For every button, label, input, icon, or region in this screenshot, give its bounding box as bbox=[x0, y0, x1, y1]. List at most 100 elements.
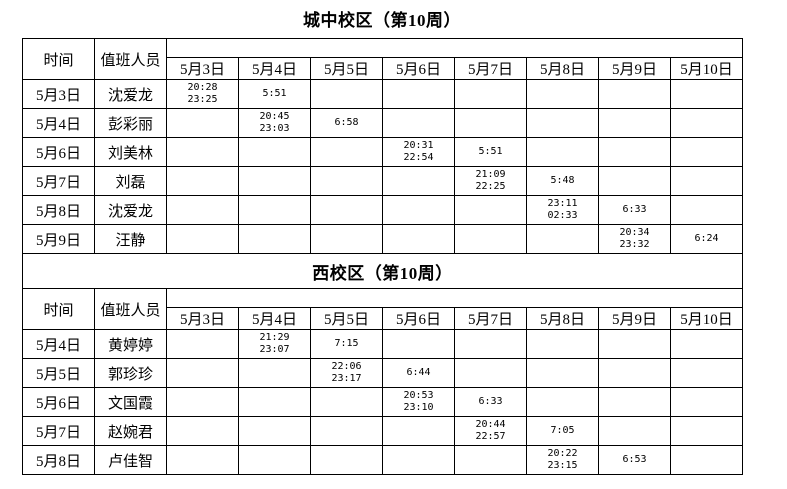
time-cell bbox=[670, 79, 743, 109]
time-cell bbox=[310, 195, 383, 225]
time-cell bbox=[670, 416, 743, 446]
duty-person-cell: 黄婷婷 bbox=[94, 329, 167, 359]
duty-date-cell: 5月7日 bbox=[22, 166, 95, 196]
time-header-cell: 时间 bbox=[22, 288, 95, 330]
time-cell: 20:28 23:25 bbox=[166, 79, 239, 109]
time-cell bbox=[670, 445, 743, 475]
duty-person-cell: 卢佳智 bbox=[94, 445, 167, 475]
time-cell bbox=[670, 108, 743, 138]
duty-date-cell: 5月7日 bbox=[22, 416, 95, 446]
time-cell bbox=[454, 358, 527, 388]
time-cell bbox=[238, 387, 311, 417]
time-cell bbox=[238, 224, 311, 254]
duty-person-cell: 沈爱龙 bbox=[94, 79, 167, 109]
campus-title-chengzhong: 城中校区（第10周） bbox=[303, 11, 461, 30]
time-entry: 20:45 bbox=[259, 111, 290, 122]
duty-date-cell: 5月4日 bbox=[22, 329, 95, 359]
time-cell bbox=[598, 387, 671, 417]
time-cell bbox=[670, 166, 743, 196]
time-cell bbox=[526, 79, 599, 109]
time-entry: 5:48 bbox=[550, 175, 575, 186]
duty-person-cell: 汪静 bbox=[94, 224, 167, 254]
section-title-row: 西校区（第10周） bbox=[22, 253, 743, 289]
time-cell bbox=[598, 79, 671, 109]
duty-row: 5月8日 卢佳智 20:22 23:15 6:53 bbox=[22, 445, 743, 475]
time-cell bbox=[238, 445, 311, 475]
duty-row: 5月3日 沈爱龙 20:28 23:25 5:51 bbox=[22, 79, 743, 109]
time-entry: 6:24 bbox=[694, 233, 719, 244]
time-entry: 23:10 bbox=[403, 402, 434, 413]
time-cell: 20:45 23:03 bbox=[238, 108, 311, 138]
time-entry: 6:33 bbox=[478, 396, 503, 407]
duty-row: 5月4日 黄婷婷 21:29 23:07 7:15 bbox=[22, 329, 743, 359]
time-entry: 21:29 bbox=[259, 332, 290, 343]
time-cell bbox=[526, 387, 599, 417]
time-entry: 7:05 bbox=[550, 425, 575, 436]
duty-person-cell: 文国霞 bbox=[94, 387, 167, 417]
time-cell: 23:11 02:33 bbox=[526, 195, 599, 225]
date-header-cell: 5月3日 bbox=[166, 57, 239, 80]
time-cell bbox=[238, 137, 311, 167]
header-empty-strip bbox=[166, 288, 743, 308]
duty-table: 时间 值班人员 5月3日 5月4日 5月5日 5月6日 5月7日 5月8日 5月9日 5月10日 5… bbox=[22, 38, 743, 475]
duty-row: 5月5日 郭珍珍 22:06 23:17 6:44 bbox=[22, 358, 743, 388]
time-entry: 22:54 bbox=[403, 152, 434, 163]
time-cell: 7:15 bbox=[310, 329, 383, 359]
time-cell: 22:06 23:17 bbox=[310, 358, 383, 388]
time-cell bbox=[166, 166, 239, 196]
time-cell bbox=[310, 224, 383, 254]
time-cell: 20:31 22:54 bbox=[382, 137, 455, 167]
time-cell: 6:33 bbox=[598, 195, 671, 225]
duty-row: 5月9日 汪静 20:34 23:32 6:24 bbox=[22, 224, 743, 254]
time-cell bbox=[382, 445, 455, 475]
time-entry: 23:11 bbox=[547, 198, 578, 209]
time-entry: 20:53 bbox=[403, 390, 434, 401]
time-cell: 5:51 bbox=[454, 137, 527, 167]
time-entry: 22:57 bbox=[475, 431, 506, 442]
time-cell bbox=[526, 137, 599, 167]
time-cell bbox=[166, 358, 239, 388]
time-entry: 02:33 bbox=[547, 210, 578, 221]
date-header-row: 5月3日 5月4日 5月5日 5月6日 5月7日 5月8日 5月9日 5月10日 bbox=[23, 57, 743, 80]
duty-date-cell: 5月5日 bbox=[22, 358, 95, 388]
time-cell bbox=[238, 416, 311, 446]
time-cell: 5:48 bbox=[526, 166, 599, 196]
duty-sheet: 城中校区（第10周） 时间 值班人员 5月3日 5月4日 5月5日 5月6日 5月7日 5月8… bbox=[22, 0, 743, 475]
staff-header-cell: 值班人员 bbox=[94, 288, 167, 330]
duty-date-cell: 5月8日 bbox=[22, 445, 95, 475]
time-cell bbox=[310, 416, 383, 446]
header-strip-row: 时间 值班人员 bbox=[22, 38, 743, 80]
duty-date-cell: 5月4日 bbox=[22, 108, 95, 138]
time-cell: 6:44 bbox=[382, 358, 455, 388]
time-cell bbox=[454, 329, 527, 359]
time-cell bbox=[310, 166, 383, 196]
date-header-cell: 5月7日 bbox=[454, 307, 527, 330]
time-cell bbox=[382, 79, 455, 109]
time-cell: 6:58 bbox=[310, 108, 383, 138]
time-cell bbox=[598, 166, 671, 196]
date-header-cell: 5月3日 bbox=[166, 307, 239, 330]
time-cell: 6:24 bbox=[670, 224, 743, 254]
time-cell bbox=[166, 224, 239, 254]
time-cell bbox=[454, 79, 527, 109]
duty-date-cell: 5月9日 bbox=[22, 224, 95, 254]
time-cell: 21:09 22:25 bbox=[454, 166, 527, 196]
time-entry: 20:44 bbox=[475, 419, 506, 430]
date-header-cell: 5月10日 bbox=[670, 57, 743, 80]
time-entry: 22:06 bbox=[331, 361, 362, 372]
date-header-cell: 5月6日 bbox=[382, 57, 455, 80]
time-cell bbox=[598, 358, 671, 388]
date-header-cell: 5月9日 bbox=[598, 57, 671, 80]
time-entry: 7:15 bbox=[334, 338, 359, 349]
duty-person-cell: 沈爱龙 bbox=[94, 195, 167, 225]
time-cell bbox=[166, 329, 239, 359]
time-cell bbox=[454, 108, 527, 138]
date-header-cell: 5月9日 bbox=[598, 307, 671, 330]
time-entry: 23:03 bbox=[259, 123, 290, 134]
time-entry: 5:51 bbox=[262, 88, 287, 99]
time-cell bbox=[598, 416, 671, 446]
time-cell bbox=[382, 416, 455, 446]
time-cell: 20:44 22:57 bbox=[454, 416, 527, 446]
time-cell: 21:29 23:07 bbox=[238, 329, 311, 359]
time-cell bbox=[166, 108, 239, 138]
